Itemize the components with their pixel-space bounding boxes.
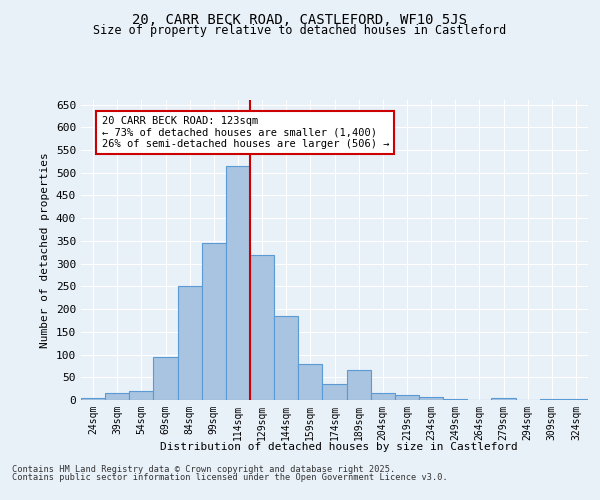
- Bar: [274, 316, 298, 400]
- Bar: [154, 357, 178, 400]
- Text: Distribution of detached houses by size in Castleford: Distribution of detached houses by size …: [160, 442, 518, 452]
- Bar: [81, 398, 105, 400]
- Bar: [226, 166, 250, 400]
- Bar: [540, 398, 564, 400]
- Text: 20 CARR BECK ROAD: 123sqm
← 73% of detached houses are smaller (1,400)
26% of se: 20 CARR BECK ROAD: 123sqm ← 73% of detac…: [101, 116, 389, 149]
- Bar: [105, 393, 129, 400]
- Bar: [202, 243, 226, 400]
- Bar: [371, 393, 395, 400]
- Bar: [322, 384, 347, 400]
- Text: Size of property relative to detached houses in Castleford: Size of property relative to detached ho…: [94, 24, 506, 37]
- Bar: [443, 398, 467, 400]
- Bar: [250, 254, 274, 400]
- Text: 20, CARR BECK ROAD, CASTLEFORD, WF10 5JS: 20, CARR BECK ROAD, CASTLEFORD, WF10 5JS: [133, 12, 467, 26]
- Text: Contains public sector information licensed under the Open Government Licence v3: Contains public sector information licen…: [12, 472, 448, 482]
- Bar: [395, 394, 419, 400]
- Bar: [491, 398, 515, 400]
- Bar: [129, 391, 154, 400]
- Bar: [347, 370, 371, 400]
- Bar: [564, 399, 588, 400]
- Text: Contains HM Land Registry data © Crown copyright and database right 2025.: Contains HM Land Registry data © Crown c…: [12, 465, 395, 474]
- Bar: [419, 397, 443, 400]
- Bar: [298, 364, 322, 400]
- Y-axis label: Number of detached properties: Number of detached properties: [40, 152, 50, 348]
- Bar: [178, 286, 202, 400]
